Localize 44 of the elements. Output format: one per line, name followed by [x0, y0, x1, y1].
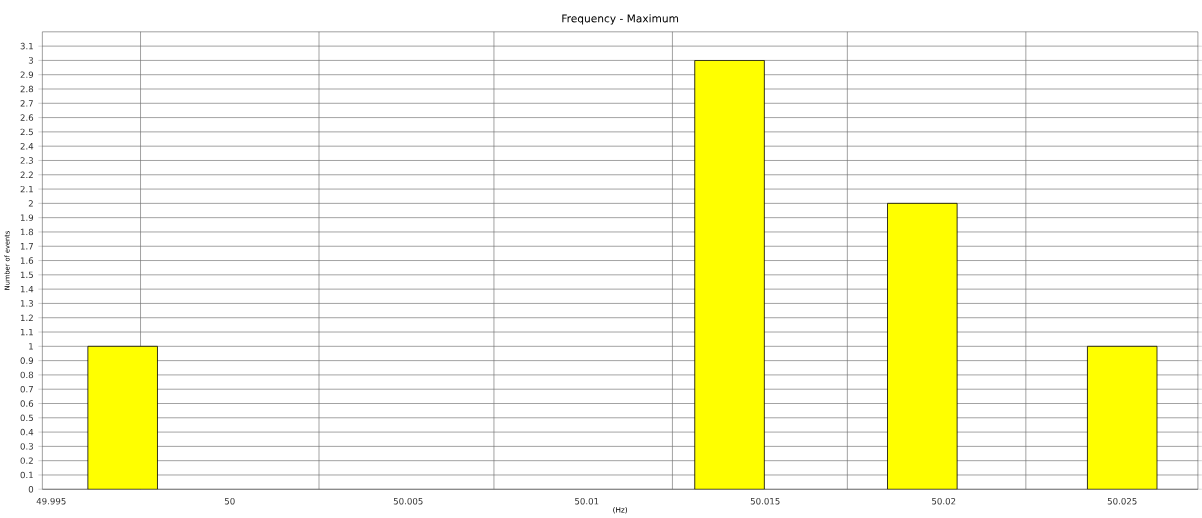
y-tick-label: 0.2: [20, 457, 33, 465]
y-tick-label: 1.4: [20, 286, 34, 293]
y-tick-label: 2.9: [20, 71, 34, 79]
y-tick-label: 2.4: [20, 143, 34, 150]
y-tick-label: 2.1: [20, 185, 33, 193]
y-tick-label: 0.8: [20, 371, 34, 379]
y-tick-label: 2.8: [20, 85, 34, 93]
bar: [694, 60, 765, 490]
y-tick-label: 2.6: [20, 114, 34, 121]
y-tick-label: 2.5: [20, 128, 33, 136]
x-tick-label: 50: [224, 498, 235, 505]
bar: [87, 346, 158, 490]
y-tick-label: 3.1: [20, 42, 33, 50]
y-tick-label: 0.4: [20, 428, 34, 436]
y-tick-label: 2.7: [20, 100, 33, 107]
y-tick-label: 2.2: [20, 171, 33, 179]
y-tick-label: 1.7: [20, 243, 33, 250]
y-tick-label: 1: [29, 343, 33, 350]
x-tick-label: 50.015: [750, 498, 780, 505]
chart-title: Frequency - Maximum: [562, 14, 679, 25]
x-tick-label: 50.02: [932, 498, 956, 505]
y-tick-label: 0.6: [20, 400, 34, 407]
y-tick-label: 1.3: [20, 300, 33, 307]
y-tick-label: 0.9: [20, 357, 34, 364]
y-tick-label: 1.8: [20, 228, 34, 236]
x-tick-label: 49.995: [36, 498, 66, 505]
y-tick-label: 1.5: [20, 271, 33, 279]
y-tick-label: 1.1: [20, 328, 33, 336]
bar: [887, 203, 958, 490]
y-tick-label: 1.2: [20, 314, 33, 322]
y-tick-label: 0.1: [20, 471, 33, 479]
y-tick-label: 1.6: [20, 257, 34, 264]
y-tick-label: 0: [28, 486, 34, 493]
y-tick-label: 0.3: [20, 443, 33, 450]
x-tick-label: 50.025: [1107, 498, 1137, 505]
y-tick-label: 2: [28, 200, 33, 207]
bar: [1087, 346, 1158, 490]
y-tick-label: 1.9: [20, 214, 34, 221]
x-tick-label: 50.005: [393, 498, 423, 505]
y-tick-label: 2.3: [20, 157, 33, 164]
y-tick-label: 3: [28, 57, 33, 64]
y-tick-label: 0.5: [20, 414, 33, 422]
y-tick-label: 0.7: [20, 386, 33, 393]
x-tick-label: 50.01: [575, 498, 599, 505]
